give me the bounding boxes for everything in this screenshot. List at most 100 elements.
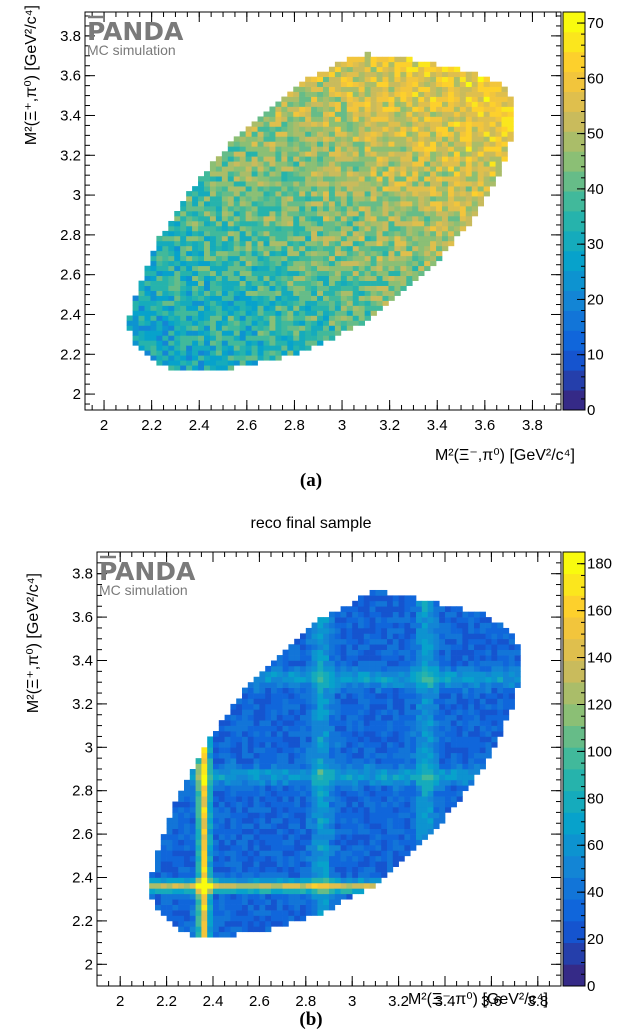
heatmap-cell xyxy=(257,126,264,132)
heatmap-cell xyxy=(369,844,376,851)
heatmap-cell xyxy=(172,812,179,819)
heatmap-cell xyxy=(236,850,243,857)
heatmap-cell xyxy=(424,181,431,187)
heatmap-cell xyxy=(424,176,431,182)
heatmap-cell xyxy=(311,330,318,336)
heatmap-cell xyxy=(424,235,431,242)
heatmap-cell xyxy=(346,166,354,172)
heatmap-cell xyxy=(340,627,347,634)
heatmap-cell xyxy=(186,245,193,252)
heatmap-cell xyxy=(305,330,312,336)
heatmap-cell xyxy=(126,320,133,326)
heatmap-cell xyxy=(388,206,395,212)
heatmap-cell xyxy=(198,220,205,227)
heatmap-cell xyxy=(209,330,217,336)
heatmap-cell xyxy=(398,644,405,650)
heatmap-cell xyxy=(352,872,359,878)
heatmap-cell xyxy=(412,146,419,152)
heatmap-cell xyxy=(471,106,479,112)
heatmap-cell xyxy=(346,305,354,311)
heatmap-cell xyxy=(404,649,411,656)
heatmap-cell xyxy=(207,872,214,878)
heatmap-cell xyxy=(305,698,312,705)
heatmap-cell xyxy=(317,779,324,786)
heatmap-cell xyxy=(376,121,383,127)
heatmap-cell xyxy=(288,893,295,900)
heatmap-cell xyxy=(453,186,461,192)
heatmap-cell xyxy=(294,693,301,699)
heatmap-cell xyxy=(221,196,229,202)
heatmap-cell xyxy=(418,86,425,92)
heatmap-cell xyxy=(198,265,205,272)
heatmap-cell xyxy=(416,687,423,694)
heatmap-cell xyxy=(215,320,223,326)
heatmap-cell xyxy=(305,220,312,227)
heatmap-cell xyxy=(501,86,508,92)
heatmap-cell xyxy=(300,649,307,656)
heatmap-cell xyxy=(400,96,407,102)
heatmap-cell xyxy=(138,285,145,291)
heatmap-cell xyxy=(424,81,431,87)
heatmap-cell xyxy=(358,611,365,618)
heatmap-cell xyxy=(198,350,205,356)
heatmap-cell xyxy=(251,121,258,127)
heatmap-cell xyxy=(218,893,225,900)
heatmap-cell xyxy=(424,220,431,227)
heatmap-cell xyxy=(305,855,312,862)
heatmap-cell xyxy=(400,131,407,137)
heatmap-cell xyxy=(317,698,324,705)
heatmap-cell xyxy=(394,116,401,122)
heatmap-cell xyxy=(299,146,306,152)
heatmap-cell xyxy=(447,176,455,182)
heatmap-cell xyxy=(204,340,211,346)
heatmap-cell xyxy=(282,703,289,710)
heatmap-cell xyxy=(221,355,229,361)
heatmap-cell xyxy=(172,882,179,889)
heatmap-cell xyxy=(334,698,341,705)
heatmap-cell xyxy=(209,350,217,356)
heatmap-cell xyxy=(305,285,312,291)
heatmap-cell xyxy=(323,785,330,792)
heatmap-cell xyxy=(364,126,371,132)
heatmap-cell xyxy=(501,131,508,137)
heatmap-cell xyxy=(251,310,258,316)
heatmap-cell xyxy=(364,136,371,142)
heatmap-cell xyxy=(398,638,405,645)
heatmap-cell xyxy=(398,600,405,607)
heatmap-cell xyxy=(215,211,223,217)
heatmap-cell xyxy=(352,817,359,824)
heatmap-cell xyxy=(416,796,423,802)
heatmap-cell xyxy=(346,877,353,884)
heatmap-cell xyxy=(233,181,241,187)
heatmap-cell xyxy=(459,225,467,232)
heatmap-cell xyxy=(317,136,324,142)
heatmap-cell xyxy=(311,240,318,247)
heatmap-cell xyxy=(294,649,301,656)
heatmap-cell xyxy=(311,156,318,162)
heatmap-cell xyxy=(207,861,214,867)
heatmap-cell xyxy=(201,850,208,857)
heatmap-cell xyxy=(346,655,353,661)
heatmap-cell xyxy=(227,295,235,301)
heatmap-cell xyxy=(236,823,243,830)
heatmap-cell xyxy=(149,877,156,884)
heatmap-cell xyxy=(276,920,283,927)
heatmap-cell xyxy=(245,156,252,162)
heatmap-cell xyxy=(317,622,324,629)
heatmap-cell xyxy=(311,676,318,683)
heatmap-cell xyxy=(346,225,354,232)
heatmap-cell xyxy=(416,834,423,840)
heatmap-cell xyxy=(242,769,249,775)
heatmap-cell xyxy=(334,121,342,127)
heatmap-cell xyxy=(282,671,289,678)
heatmap-cell xyxy=(282,790,289,797)
heatmap-cell xyxy=(233,290,241,296)
heatmap-cell xyxy=(340,687,347,694)
heatmap-cell xyxy=(352,752,359,759)
heatmap-cell xyxy=(293,166,300,172)
heatmap-cell xyxy=(334,220,342,227)
heatmap-cell xyxy=(271,893,278,900)
heatmap-cell xyxy=(381,861,388,867)
heatmap-cell xyxy=(251,300,258,306)
heatmap-cell xyxy=(358,747,365,754)
